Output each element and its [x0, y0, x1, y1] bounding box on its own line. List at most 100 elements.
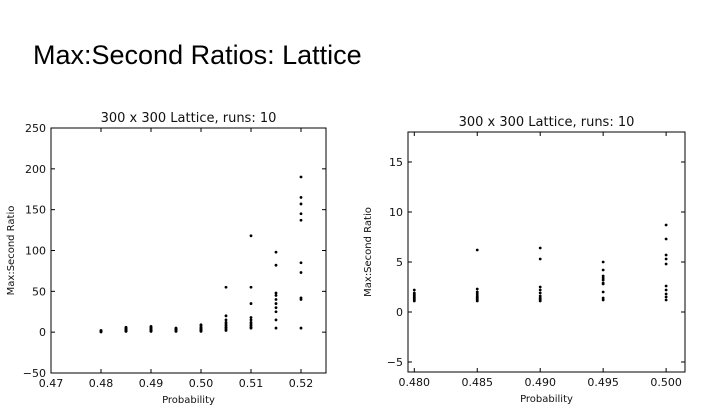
left-chart-y-tick-label: 150: [25, 204, 46, 217]
left-chart-data-point: [224, 322, 228, 326]
left-chart-data-point: [299, 218, 303, 222]
left-chart-data-point: [299, 296, 303, 300]
left-chart-data-point: [274, 302, 278, 305]
left-chart-y-tick-label: 100: [25, 245, 46, 258]
left-chart-data-point: [299, 196, 303, 199]
left-chart-x-tick-label: 0.52: [289, 377, 314, 390]
right-chart-data-point: [664, 288, 668, 292]
left-chart-data-point: [224, 285, 228, 289]
right-chart-data-point: [475, 298, 479, 302]
left-chart-data-point: [224, 318, 228, 322]
left-chart-data-point: [249, 322, 253, 326]
right-chart-x-tick-label: 0.480: [399, 376, 431, 389]
right-chart-data-point: [538, 257, 542, 261]
right-chart-data-point: [664, 253, 668, 257]
right-chart-data-point: [664, 223, 668, 227]
left-chart-x-tick-label: 0.50: [189, 377, 214, 390]
right-chart-data-point: [601, 298, 605, 302]
left-chart-data-point: [299, 271, 303, 274]
left-chart-data-point: [274, 326, 278, 330]
left-chart-data-point: [249, 318, 253, 322]
right-chart-data-point: [664, 237, 668, 241]
right-chart-data-point: [475, 294, 479, 298]
right-chart-data-point: [601, 281, 605, 285]
left-chart-data-point: [274, 310, 278, 314]
right-chart-data-point: [664, 295, 668, 299]
left-chart-data-point: [274, 298, 278, 301]
right-chart-data-point: [412, 288, 416, 292]
right-chart-plot-frame: [407, 131, 686, 373]
left-chart-data-point: [149, 327, 153, 331]
right-chart-data-point: [475, 287, 479, 291]
left-chart-data-point: [299, 261, 303, 265]
right-chart-data-point: [601, 290, 605, 294]
right-chart-x-tick-label: 0.495: [587, 376, 619, 389]
right-chart-data-point: [601, 278, 605, 282]
left-chart-data-point: [199, 327, 203, 331]
left-chart-data-point: [99, 330, 103, 334]
left-chart-y-axis-label: Max:Second Ratio: [6, 206, 17, 296]
left-chart-data-point: [299, 175, 303, 179]
left-chart-data-point: [299, 202, 303, 206]
right-chart-data-point: [664, 284, 668, 288]
left-chart-data-point: [249, 316, 253, 319]
left-chart-y-tick-label: −50: [23, 367, 46, 380]
left-chart-data-point: [274, 291, 278, 295]
left-chart-data-point: [274, 250, 278, 254]
right-chart-title: 300 x 300 Lattice, runs: 10: [459, 115, 635, 130]
left-chart-y-tick-label: 250: [25, 122, 46, 135]
right-chart-x-tick-label: 0.500: [650, 376, 682, 389]
right-chart-data-point: [664, 262, 668, 266]
right-chart-data-point: [475, 290, 479, 294]
left-chart-data-point: [174, 328, 178, 332]
right-chart-x-axis-label: Probability: [520, 394, 573, 405]
slide-title: Max:Second Ratios: Lattice: [33, 40, 362, 70]
right-chart-data-point: [475, 248, 479, 252]
right-chart-data-point: [538, 294, 542, 298]
right-chart-data-point: [538, 296, 542, 300]
right-chart-data-point: [601, 260, 605, 264]
right-chart-x-tick-label: 0.490: [524, 376, 556, 389]
right-chart-y-tick-label: 0: [396, 306, 403, 319]
left-chart-data-point: [249, 302, 253, 305]
left-chart-x-axis-label: Probability: [162, 395, 215, 405]
right-chart-data-point: [664, 257, 668, 261]
left-chart-y-tick-label: 200: [25, 163, 46, 176]
right-chart-y-tick-label: 10: [389, 206, 403, 219]
right-chart-data-point: [412, 296, 416, 300]
left-chart-y-tick-label: 0: [39, 326, 46, 339]
left-chart-data-point: [299, 326, 303, 330]
left-chart-data-point: [274, 318, 278, 322]
left-chart-data-point: [224, 314, 228, 318]
right-chart-data-point: [412, 298, 416, 302]
left-chart-data-point: [299, 212, 303, 216]
right-chart-data-point: [538, 285, 542, 289]
left-chart-data-point: [274, 263, 278, 267]
right-chart-data-point: [412, 292, 416, 296]
right-chart-data-point: [538, 246, 542, 250]
right-chart-data-point: [538, 288, 542, 292]
left-chart-x-tick-label: 0.47: [39, 377, 64, 390]
right-chart-y-tick-label: 5: [396, 256, 403, 269]
left-chart-data-point: [249, 285, 253, 289]
left-chart-data-point: [249, 325, 253, 329]
left-chart-data-point: [199, 323, 203, 327]
right-chart-data-point: [538, 291, 542, 295]
right-chart-x-tick-label: 0.485: [462, 376, 494, 389]
right-chart-data-point: [475, 296, 479, 300]
left-chart-data-point: [224, 325, 228, 329]
right-chart-data-point: [475, 292, 479, 296]
right-chart-data-point: [664, 298, 668, 302]
left-chart-data-point: [274, 294, 278, 297]
left-chart-data-point: [149, 329, 153, 333]
left-chart-data-point: [274, 306, 278, 310]
right-chart-y-tick-label: −5: [387, 356, 403, 369]
left-chart-y-tick-label: 50: [32, 285, 46, 298]
left-chart-data-point: [124, 327, 128, 331]
left-chart-x-tick-label: 0.51: [239, 377, 264, 390]
right-chart-data-point: [601, 274, 605, 278]
right-chart-data-point: [601, 296, 605, 300]
right-chart-data-point: [601, 276, 605, 280]
